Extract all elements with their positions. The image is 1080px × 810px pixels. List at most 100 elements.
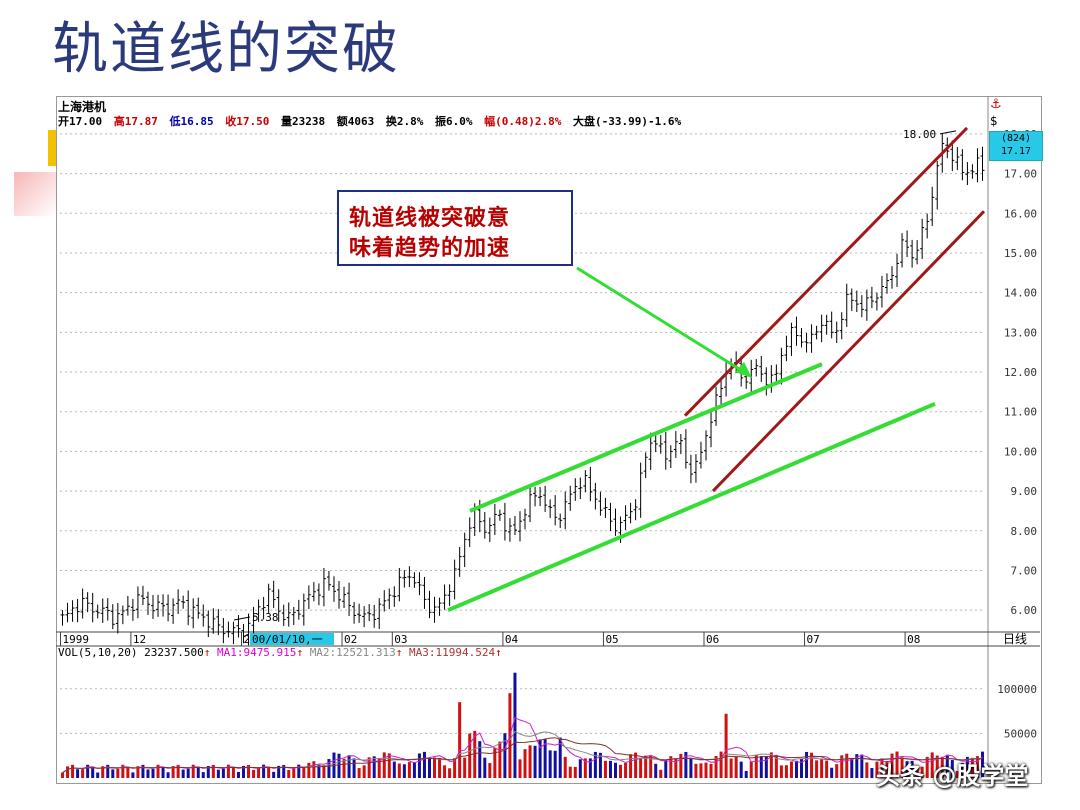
change-value: 幅(0.48)2.8% xyxy=(484,115,562,128)
volume-bar xyxy=(347,755,351,778)
volume-bar xyxy=(277,765,281,778)
volume-bar xyxy=(955,770,959,778)
price-tick-label: 14.00 xyxy=(1004,287,1037,300)
price-box: (824) 17.17 xyxy=(989,131,1043,161)
red-channel-upper xyxy=(683,126,969,417)
arrow-up-icon: ↑ xyxy=(296,646,304,659)
turnover-value: 换2.8% xyxy=(385,115,424,128)
volume-bar xyxy=(211,764,215,778)
volume-bar xyxy=(483,757,487,778)
volume-bar xyxy=(387,753,391,778)
volume-bar xyxy=(96,772,100,778)
volume-bar xyxy=(397,763,401,778)
volume-bar xyxy=(563,756,567,778)
volume-bar xyxy=(965,756,969,778)
volume-bar xyxy=(890,753,894,778)
volume-value: 量23238 xyxy=(281,115,326,128)
low-value: 低16.85 xyxy=(169,115,214,128)
volume-bar xyxy=(749,761,753,778)
anchor-icon[interactable]: ⚓ xyxy=(990,97,1002,112)
volume-bar xyxy=(603,760,607,778)
volume-ma-line xyxy=(62,716,983,774)
volume-bar xyxy=(769,752,773,778)
volume-bar xyxy=(377,758,381,778)
volume-bar xyxy=(729,758,733,778)
volume-bar xyxy=(950,760,954,778)
volume-bar xyxy=(593,751,597,778)
annotation-line-1: 轨道线被突破意 xyxy=(349,205,511,231)
red-channel-lower xyxy=(711,210,986,493)
volume-bar xyxy=(66,766,70,778)
volume-bar xyxy=(704,762,708,778)
volume-bar xyxy=(181,769,185,778)
green-channel-upper xyxy=(469,362,823,513)
volume-bar xyxy=(674,759,678,778)
volume-bar xyxy=(634,752,638,778)
volume-bar xyxy=(538,739,542,778)
volume-bar xyxy=(186,768,190,778)
high-value: 高17.87 xyxy=(113,115,158,128)
volume-bar xyxy=(875,761,879,778)
volume-bar xyxy=(231,766,235,778)
peak-label-leader xyxy=(939,130,957,135)
volume-bar xyxy=(900,757,904,778)
volume-bar xyxy=(945,754,949,778)
date-label: 05 xyxy=(605,633,618,646)
volume-bar xyxy=(478,741,482,778)
volume-bar xyxy=(629,754,633,778)
open-value: 开17.00 xyxy=(58,115,103,128)
volume-bar xyxy=(684,751,688,778)
volume-legend: VOL(5,10,20) 23237.500↑ MA1:9475.915↑ MA… xyxy=(58,646,502,659)
volume-bar xyxy=(694,763,698,778)
volume-bar xyxy=(166,772,170,778)
volume-bar xyxy=(221,768,225,778)
volume-bar xyxy=(116,768,120,778)
volume-bar xyxy=(473,730,477,778)
volume-bar xyxy=(794,760,798,778)
volume-bar xyxy=(930,752,934,778)
volume-bar xyxy=(488,763,492,778)
volume-bar xyxy=(583,758,587,778)
volume-bar xyxy=(820,758,824,778)
volume-bar xyxy=(126,766,130,778)
volume-bar xyxy=(865,762,869,778)
date-label: 04 xyxy=(505,633,519,646)
volume-bar xyxy=(659,769,663,778)
volume-bar xyxy=(262,764,266,778)
price-tick-label: 12.00 xyxy=(1004,366,1037,379)
dollar-icon[interactable]: $ xyxy=(990,114,998,128)
volume-bar xyxy=(151,768,155,778)
volume-bar xyxy=(81,769,85,778)
volume-bar xyxy=(287,769,291,778)
volume-bar xyxy=(407,762,411,778)
date-label: 12 xyxy=(133,633,146,646)
volume-bar xyxy=(86,764,90,778)
volume-bar xyxy=(382,752,386,778)
volume-bar xyxy=(699,763,703,778)
volume-bar xyxy=(241,765,245,778)
price-tick-label: 10.00 xyxy=(1004,445,1037,458)
volume-bar xyxy=(624,762,628,778)
volume-bar xyxy=(714,756,718,778)
volume-bar xyxy=(895,751,899,778)
volume-bar xyxy=(855,754,859,778)
amplitude-value: 振6.0% xyxy=(435,115,473,128)
arrow-up-icon: ↑ xyxy=(495,646,502,659)
volume-bar xyxy=(282,765,286,778)
volume-bar xyxy=(367,757,371,778)
volume-bar xyxy=(206,766,210,778)
volume-bar xyxy=(443,765,447,778)
volume-bar xyxy=(297,764,301,778)
volume-bar xyxy=(191,764,195,778)
volume-bar xyxy=(744,770,748,778)
volume-bar xyxy=(111,769,115,778)
volume-bar xyxy=(91,766,95,778)
date-label: 02 xyxy=(344,633,357,646)
volume-bar xyxy=(739,761,743,778)
volume-bar xyxy=(357,768,361,778)
vol-legend-vol: VOL(5,10,20) 23237.500 xyxy=(58,646,204,659)
deco-yellow-bar xyxy=(48,130,56,166)
volume-bar xyxy=(568,766,572,778)
volume-bar xyxy=(417,753,421,778)
